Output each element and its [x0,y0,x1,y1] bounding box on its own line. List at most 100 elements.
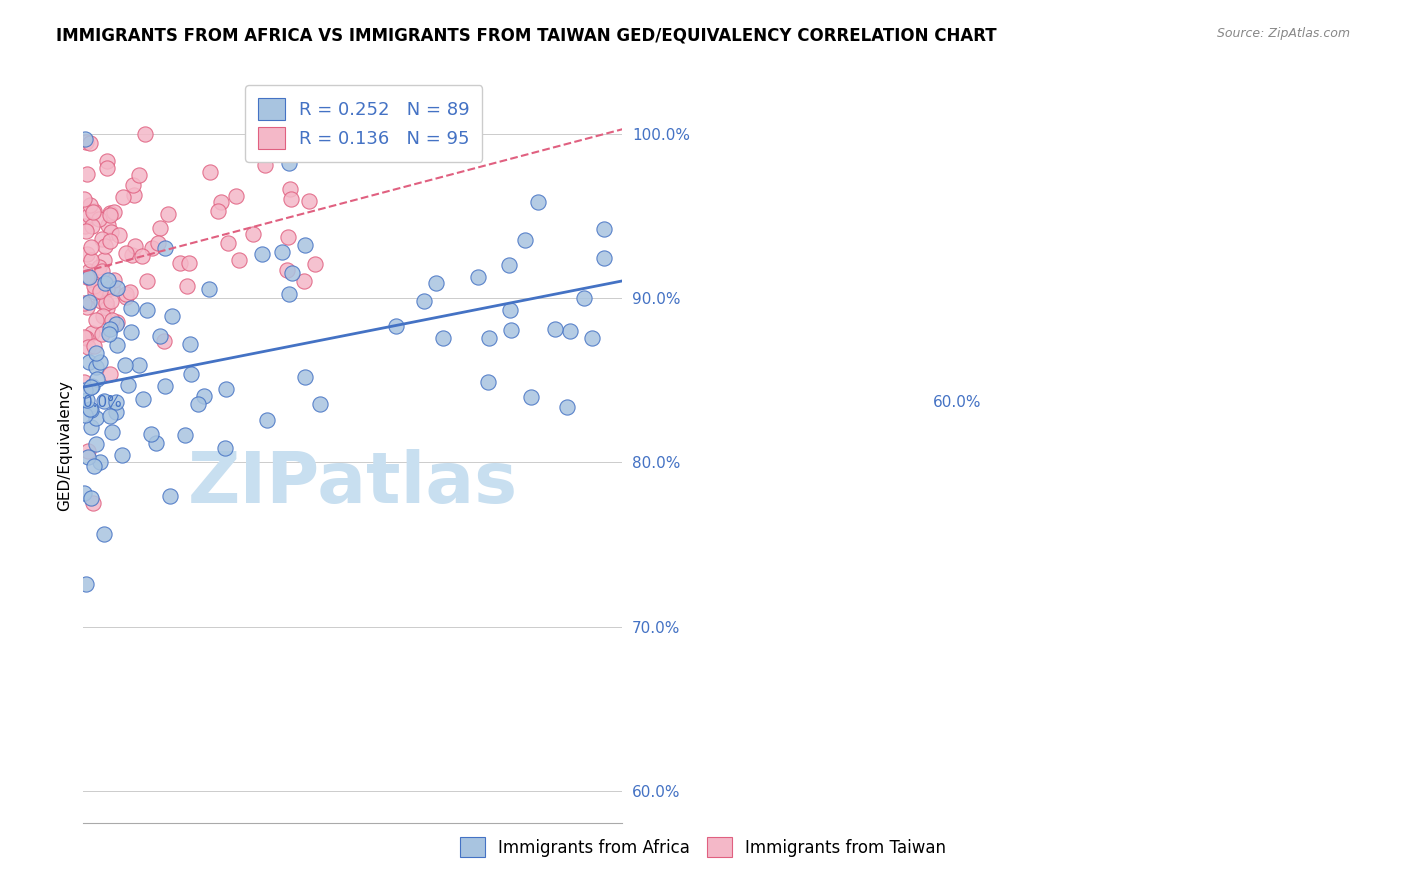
Point [84,313,107,327]
Point [572,291,595,305]
Point [103,205,125,219]
Point [146,236,169,251]
Point [432,331,454,345]
Point [270,244,292,259]
Point [89,285,111,299]
Point [83,204,105,219]
Point [114,290,136,304]
Point [96,301,118,315]
Point [294,238,316,252]
Point [136,303,159,318]
Point [105,315,128,329]
Point [76,247,98,261]
Point [153,378,176,392]
Point [520,390,543,404]
Point [75,135,97,149]
Y-axis label: GED/Equivalency: GED/Equivalency [58,381,72,511]
Point [94,277,117,291]
Point [86,371,108,385]
Point [141,241,163,255]
Point [77,444,100,458]
Point [77,264,100,278]
Point [86,437,108,451]
Point [280,192,302,206]
Point [593,222,616,236]
Point [93,527,115,541]
Point [513,233,536,247]
Point [115,245,138,260]
Point [96,296,118,310]
Point [179,336,201,351]
Point [214,441,236,455]
Point [217,236,239,251]
Point [160,309,183,323]
Text: ZIPatlas: ZIPatlas [188,450,517,518]
Point [75,577,97,591]
Point [80,240,103,254]
Point [91,264,114,278]
Point [82,205,104,219]
Point [77,450,100,465]
Point [228,253,250,268]
Point [187,397,209,411]
Point [73,486,96,500]
Point [157,207,180,221]
Point [89,355,111,369]
Point [98,234,121,248]
Point [134,127,156,141]
Point [544,322,567,336]
Point [124,238,146,252]
Point [76,269,98,284]
Point [292,274,315,288]
Point [499,302,522,317]
Point [526,194,548,209]
Point [177,255,200,269]
Point [98,208,121,222]
Point [105,281,128,295]
Point [276,262,298,277]
Point [120,285,142,300]
Point [385,318,408,333]
Point [128,359,150,373]
Point [93,252,115,267]
Point [79,380,101,394]
Point [120,325,142,339]
Point [83,339,105,353]
Legend: Immigrants from Africa, Immigrants from Taiwan: Immigrants from Africa, Immigrants from … [451,829,955,866]
Point [122,178,145,193]
Point [111,448,134,462]
Point [254,159,277,173]
Point [193,389,215,403]
Point [593,251,616,265]
Point [180,368,202,382]
Point [498,258,520,272]
Point [80,253,103,268]
Point [412,294,434,309]
Point [280,266,302,280]
Point [98,322,121,336]
Point [73,383,96,397]
Point [198,282,221,296]
Point [80,378,103,392]
Point [242,227,264,241]
Point [581,331,603,345]
Point [277,156,299,170]
Point [555,400,578,414]
Point [84,410,107,425]
Point [96,282,118,296]
Point [100,425,122,439]
Point [86,345,108,359]
Point [477,375,499,389]
Point [82,496,104,510]
Point [139,426,162,441]
Point [256,413,278,427]
Point [153,241,176,255]
Point [174,428,197,442]
Point [131,392,153,406]
Point [73,330,96,344]
Point [209,195,232,210]
Point [82,326,104,340]
Point [467,269,489,284]
Point [309,397,332,411]
Point [103,273,125,287]
